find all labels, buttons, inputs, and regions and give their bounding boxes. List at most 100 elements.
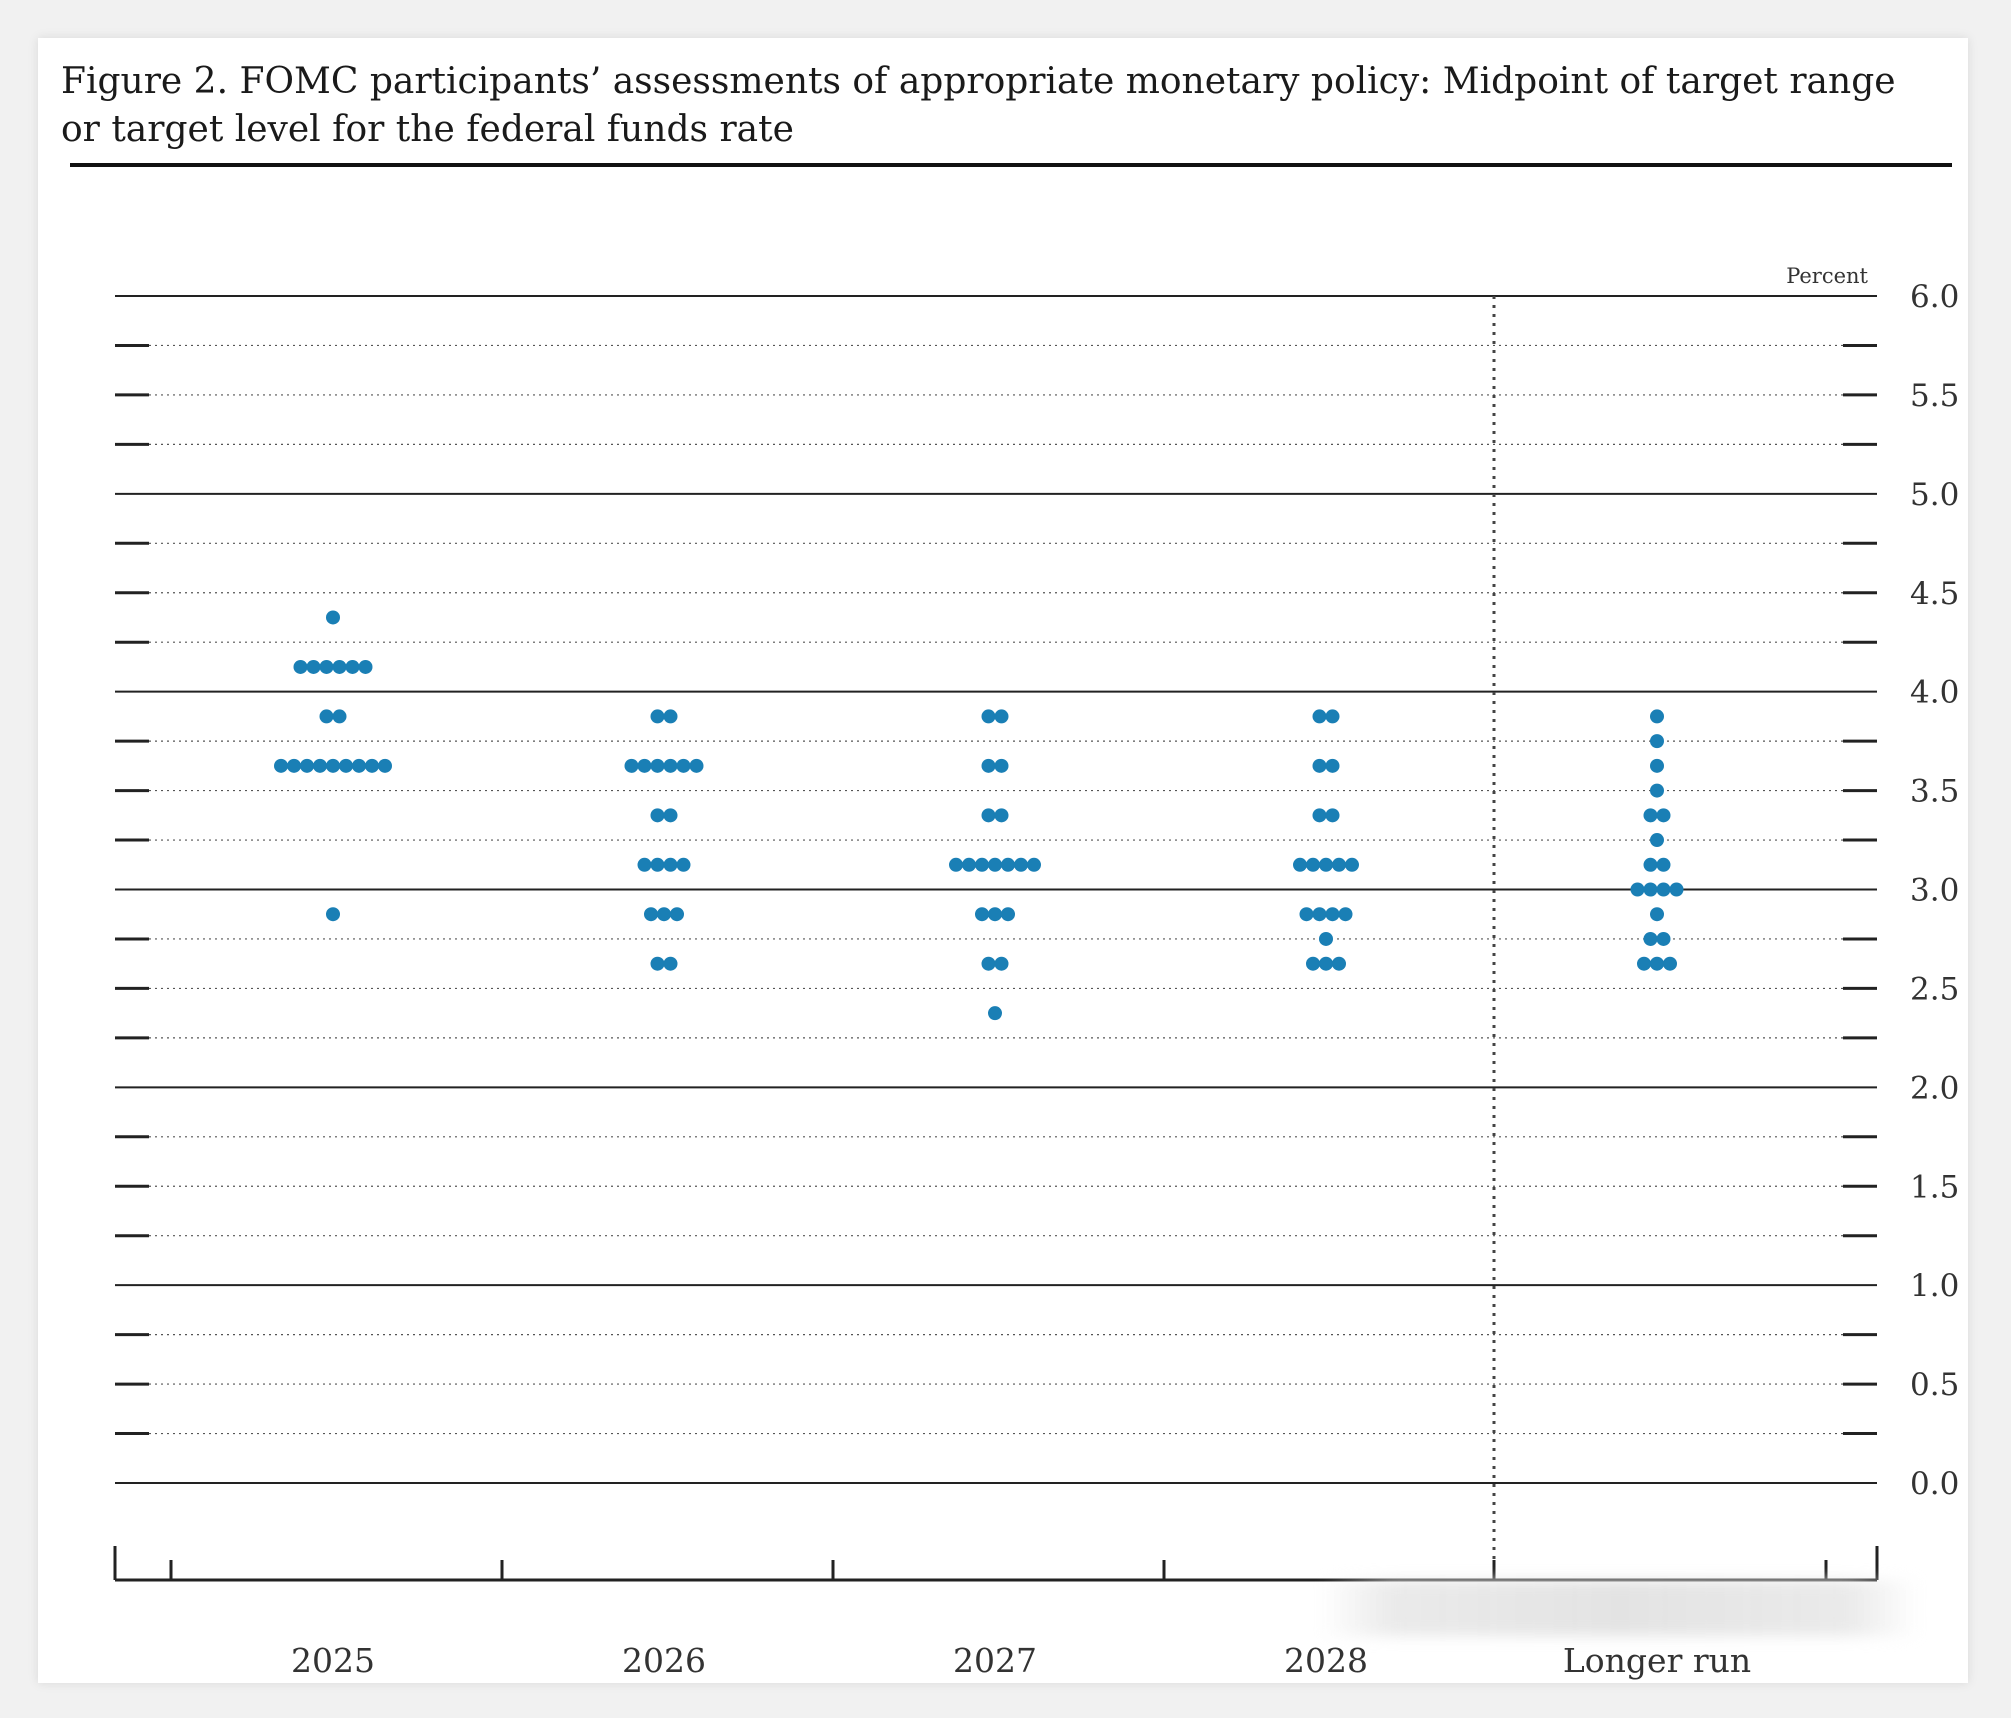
participant-dot [663, 857, 678, 872]
participant-dot [650, 857, 665, 872]
participant-dot [326, 610, 340, 625]
participant-dot [378, 758, 392, 773]
participant-dot [1332, 857, 1346, 872]
participant-dot [1306, 857, 1320, 872]
y-tick-label: 5.0 [1910, 477, 1959, 513]
x-category-label: 2025 [291, 1641, 375, 1680]
participant-dot [644, 907, 658, 922]
participant-dot [1650, 709, 1664, 724]
participant-dot [1332, 956, 1346, 971]
participant-dot [1338, 907, 1353, 922]
participant-dot [1325, 709, 1340, 724]
participant-dot [676, 758, 691, 773]
participant-dot [1643, 882, 1658, 897]
participant-dot [313, 758, 327, 773]
participant-dot [1345, 857, 1359, 872]
participant-dot [1650, 734, 1664, 749]
dots [274, 610, 1684, 1021]
participant-dot [1001, 857, 1015, 872]
y-tick-label: 3.5 [1910, 774, 1959, 810]
participant-dot [663, 808, 678, 823]
participant-dot [994, 709, 1009, 724]
participant-dot [981, 709, 996, 724]
participant-dot [274, 758, 288, 773]
participant-dot [981, 758, 996, 773]
participant-dot [650, 709, 665, 724]
participant-dot [1656, 931, 1671, 946]
participant-dot [650, 808, 665, 823]
participant-dot [1650, 783, 1664, 798]
participant-dot [689, 758, 704, 773]
x-category-label: Longer run [1563, 1641, 1751, 1680]
participant-dot [1312, 808, 1327, 823]
participant-dot [332, 659, 347, 674]
participant-dot [1663, 956, 1677, 971]
participant-dot [1325, 808, 1340, 823]
participant-dot [663, 956, 678, 971]
y-tick-label: 1.0 [1910, 1268, 1959, 1304]
participant-dot [650, 758, 665, 773]
participant-dot [1630, 882, 1645, 897]
participant-dot [1669, 882, 1684, 897]
participant-dot [1325, 758, 1340, 773]
y-tick-label: 6.0 [1910, 279, 1959, 315]
participant-dot [1001, 907, 1015, 922]
participant-dot [1650, 833, 1664, 848]
participant-dot [352, 758, 366, 773]
participant-dot [975, 907, 989, 922]
participant-dot [994, 808, 1009, 823]
participant-dot [975, 857, 989, 872]
y-tick-label: 4.0 [1910, 675, 1959, 711]
participant-dot [994, 956, 1009, 971]
participant-dot [1325, 907, 1340, 922]
participant-dot [663, 758, 678, 773]
participant-dot [1643, 931, 1658, 946]
participant-dot [1656, 882, 1671, 897]
participant-dot [949, 857, 963, 872]
participant-dot [1650, 907, 1664, 922]
participant-dot [287, 758, 301, 773]
participant-dot [994, 758, 1009, 773]
y-tick-label: 4.5 [1910, 576, 1959, 612]
participant-dot [663, 709, 678, 724]
participant-dot [319, 709, 334, 724]
participant-dot [326, 758, 340, 773]
y-unit-label: Percent [1786, 264, 1868, 288]
participant-dot [676, 857, 691, 872]
x-category-label: 2026 [622, 1641, 706, 1680]
y-tick-label: 0.5 [1910, 1367, 1959, 1403]
participant-dot [1319, 956, 1333, 971]
x-category-label: 2027 [953, 1641, 1037, 1680]
figure-title: Figure 2. FOMC participants’ assessments… [61, 61, 1896, 150]
participant-dot [339, 758, 353, 773]
participant-dot [1306, 956, 1320, 971]
y-tick-label: 5.5 [1910, 378, 1959, 414]
participant-dot [1014, 857, 1028, 872]
participant-dot [670, 907, 684, 922]
participant-dot [657, 907, 671, 922]
blurred-overlay [1320, 1580, 1920, 1636]
participant-dot [624, 758, 639, 773]
participant-dot [1650, 956, 1664, 971]
participant-dot [981, 956, 996, 971]
participant-dot [1643, 808, 1658, 823]
participant-dot [1643, 857, 1658, 872]
participant-dot [1027, 857, 1041, 872]
participant-dot [326, 907, 340, 922]
participant-dot [1312, 907, 1327, 922]
participant-dot [988, 1006, 1002, 1021]
participant-dot [365, 758, 379, 773]
x-category-label: 2028 [1284, 1641, 1368, 1680]
participant-dot [637, 758, 652, 773]
y-tick-label: 2.0 [1910, 1070, 1959, 1106]
participant-dot [1299, 907, 1314, 922]
y-tick-label: 0.0 [1910, 1466, 1959, 1502]
participant-dot [293, 659, 308, 674]
participant-dot [306, 659, 321, 674]
participant-dot [1656, 857, 1671, 872]
participant-dot [988, 907, 1002, 922]
participant-dot [332, 709, 347, 724]
title-rule [70, 163, 1952, 167]
participant-dot [358, 659, 373, 674]
